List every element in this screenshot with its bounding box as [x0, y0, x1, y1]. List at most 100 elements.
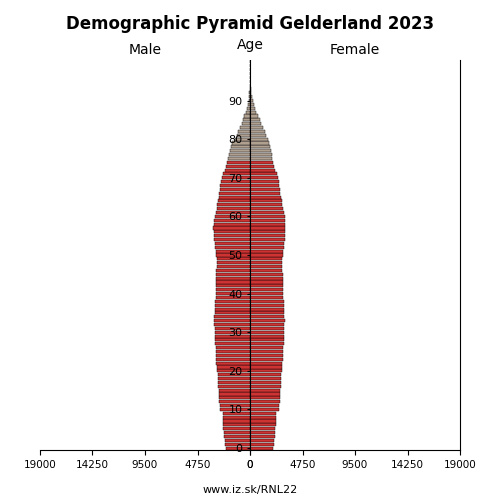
Bar — [250, 424, 276, 426]
Bar — [250, 238, 285, 241]
Text: Age: Age — [236, 38, 264, 52]
Bar — [220, 188, 250, 191]
Bar — [250, 354, 283, 357]
Bar — [218, 204, 250, 206]
Bar — [224, 439, 250, 442]
Bar — [215, 308, 250, 310]
Bar — [214, 222, 250, 226]
Bar — [224, 172, 250, 176]
Bar — [216, 366, 250, 368]
Bar — [234, 138, 250, 140]
Bar — [216, 350, 250, 353]
Bar — [250, 446, 272, 450]
Bar — [250, 280, 283, 283]
Bar — [215, 338, 250, 342]
Bar — [250, 130, 264, 133]
Bar — [219, 396, 250, 400]
Bar — [250, 215, 285, 218]
Bar — [250, 218, 285, 222]
Bar — [248, 103, 250, 106]
Bar — [250, 138, 268, 140]
Bar — [226, 164, 250, 168]
Bar — [250, 396, 280, 400]
Bar — [250, 172, 276, 176]
Bar — [216, 296, 250, 299]
Bar — [250, 261, 282, 264]
Bar — [250, 366, 282, 368]
Bar — [214, 238, 250, 241]
Bar — [246, 110, 250, 114]
Bar — [250, 420, 276, 422]
Bar — [250, 114, 258, 117]
Bar — [250, 296, 284, 299]
Bar — [216, 354, 250, 357]
Bar — [214, 323, 250, 326]
Bar — [250, 234, 285, 237]
Bar — [229, 153, 250, 156]
Bar — [250, 161, 273, 164]
Bar — [250, 334, 284, 338]
Bar — [250, 284, 283, 288]
Bar — [250, 388, 280, 392]
Bar — [224, 427, 250, 430]
Bar — [250, 242, 284, 245]
Bar — [216, 254, 250, 256]
Bar — [230, 149, 250, 152]
Bar — [250, 312, 284, 314]
Bar — [215, 304, 250, 306]
Bar — [225, 442, 250, 446]
Bar — [250, 362, 282, 364]
Bar — [218, 200, 250, 202]
Bar — [224, 435, 250, 438]
Bar — [228, 157, 250, 160]
Bar — [238, 130, 250, 133]
Bar — [216, 292, 250, 295]
Bar — [222, 176, 250, 180]
Bar — [250, 323, 284, 326]
Bar — [250, 200, 282, 202]
Bar — [223, 420, 250, 422]
Bar — [250, 384, 280, 388]
Bar — [214, 327, 250, 330]
Bar — [250, 416, 276, 418]
Bar — [250, 184, 280, 187]
Bar — [214, 242, 250, 245]
Bar — [250, 276, 282, 280]
Bar — [250, 180, 278, 183]
Bar — [219, 392, 250, 396]
Bar — [216, 250, 250, 252]
Bar — [217, 207, 250, 210]
Bar — [216, 288, 250, 292]
Bar — [214, 312, 250, 314]
Bar — [220, 180, 250, 183]
Bar — [244, 114, 250, 117]
Bar — [250, 122, 262, 126]
Bar — [250, 370, 282, 372]
Bar — [250, 408, 278, 411]
Bar — [250, 308, 284, 310]
Bar — [216, 342, 250, 345]
Bar — [226, 446, 250, 450]
Bar — [214, 230, 250, 234]
Bar — [250, 327, 284, 330]
Bar — [250, 304, 284, 306]
Bar — [250, 350, 283, 353]
Bar — [250, 254, 282, 256]
Bar — [231, 146, 250, 148]
Bar — [250, 435, 275, 438]
Bar — [250, 222, 286, 226]
Bar — [216, 269, 250, 272]
Bar — [250, 192, 280, 195]
Bar — [250, 207, 282, 210]
Bar — [214, 218, 250, 222]
Text: www.iz.sk/RNL22: www.iz.sk/RNL22 — [202, 485, 298, 495]
Bar — [250, 142, 269, 144]
Bar — [250, 118, 260, 122]
Bar — [218, 373, 250, 376]
Bar — [224, 424, 250, 426]
Bar — [214, 319, 250, 322]
Bar — [216, 284, 250, 288]
Bar — [249, 95, 250, 98]
Bar — [250, 95, 252, 98]
Bar — [250, 153, 272, 156]
